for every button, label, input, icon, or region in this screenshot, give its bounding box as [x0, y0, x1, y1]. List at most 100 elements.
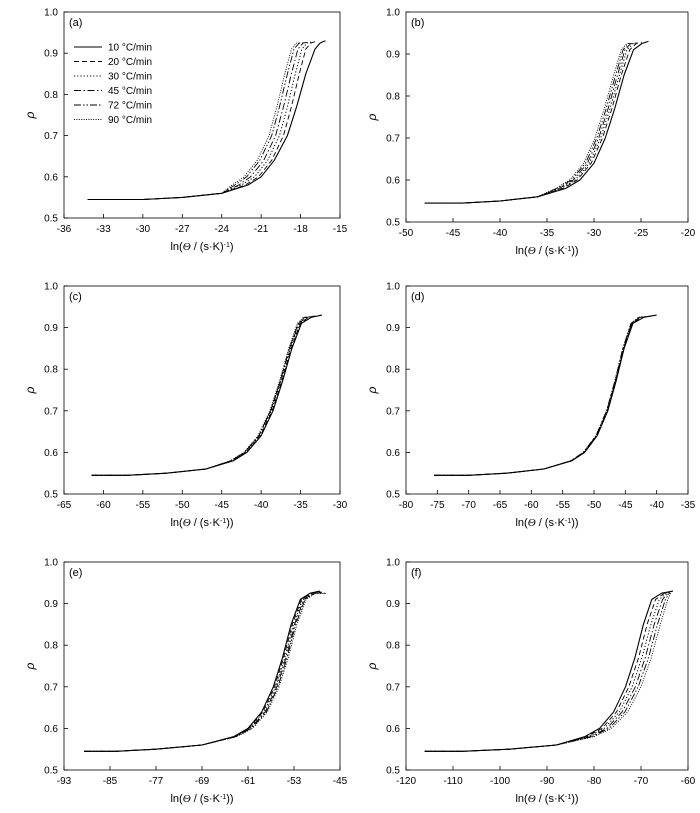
x-tick-label: -20	[681, 228, 696, 239]
y-tick-label: 1.0	[44, 8, 58, 19]
x-axis-title-part: ln(	[170, 241, 183, 253]
y-tick-label: 0.9	[44, 323, 58, 334]
x-tick-label: -45	[618, 500, 633, 511]
series-line-6	[91, 316, 307, 476]
legend-label: 72 °C/min	[108, 101, 152, 112]
x-axis-title-part: Θ	[528, 517, 536, 529]
series-line-1	[91, 314, 323, 476]
y-tick-label: 0.5	[44, 490, 58, 501]
x-axis-title-part: -1	[565, 246, 571, 253]
x-axis-title: ln(Θ / (s·K-1))	[515, 517, 578, 529]
panel-c: -65 -60 -55 -50 -45 -40 -35 -30 0.5 0.6 0.7 0.8 0.9 1…	[23, 282, 348, 530]
series-line-6	[424, 592, 672, 752]
panel-label: (a)	[69, 17, 82, 29]
x-tick-label: -70	[634, 776, 649, 787]
x-tick-label: -80	[587, 776, 602, 787]
y-axis-title: ρ	[365, 662, 379, 670]
panel-label: (b)	[411, 17, 424, 29]
series-line-2	[91, 315, 315, 476]
y-tick-label: 0.7	[386, 682, 400, 693]
series-line-3	[424, 42, 639, 204]
y-tick-label: 1.0	[44, 282, 58, 293]
x-tick-label: -85	[103, 776, 118, 787]
y-tick-label: 0.5	[386, 490, 400, 501]
x-tick-label: -25	[634, 228, 649, 239]
y-tick-label: 0.9	[44, 599, 58, 610]
series-line-5	[434, 316, 646, 476]
series-line-6	[434, 316, 645, 476]
x-axis-title-part: ))	[226, 793, 233, 805]
x-tick-label: -40	[493, 228, 508, 239]
x-tick-label: -35	[681, 500, 696, 511]
x-tick-label: -100	[490, 776, 510, 787]
panel-a: -36 -33 -30 -27 -24 -21 -18 -15 0.5 0.6 0.7 0.8 0.9 1…	[23, 8, 348, 254]
series-line-4	[84, 592, 324, 752]
x-tick-label: -69	[195, 776, 210, 787]
y-tick-label: 0.9	[386, 323, 400, 334]
y-tick-label: 0.5	[44, 214, 58, 225]
x-axis-title-part: ln(	[170, 517, 183, 529]
series-line-1	[424, 40, 649, 204]
x-tick-label: -60	[681, 776, 696, 787]
x-axis-title-part: / (s·K)	[191, 241, 224, 253]
y-tick-label: 0.8	[44, 90, 58, 101]
x-tick-label: -40	[649, 500, 664, 511]
x-tick-label: -15	[333, 224, 348, 235]
x-axis-title-part: ln(	[170, 793, 183, 805]
x-axis-title: ln(Θ / (s·K-1))	[515, 245, 578, 257]
y-tick-label: 0.5	[386, 766, 400, 777]
x-tick-label: -110	[443, 776, 463, 787]
x-tick-label: -24	[214, 224, 229, 235]
x-axis-title: ln(Θ / (s·K-1))	[515, 793, 578, 805]
legend-label: 10 °C/min	[108, 43, 152, 54]
series-line-4	[424, 592, 670, 752]
series-line-4	[87, 42, 308, 200]
series-line-5	[87, 42, 304, 200]
x-tick-label: -65	[493, 500, 508, 511]
x-axis-title: ln(Θ / (s·K-1))	[170, 793, 233, 805]
x-tick-label: -30	[136, 224, 151, 235]
series-line-3	[434, 315, 649, 476]
legend-label: 30 °C/min	[108, 72, 152, 83]
series-line-3	[87, 41, 312, 200]
series-line-2	[424, 591, 671, 752]
x-axis-title-part: ))	[571, 517, 578, 529]
y-tick-label: 0.8	[44, 365, 58, 376]
panel-label: (d)	[411, 291, 424, 303]
x-axis-title-part: Θ	[528, 245, 536, 257]
y-tick-label: 0.8	[386, 641, 400, 652]
legend: 10 °C/min 20 °C/min 30 °C/min 45 °C/min 72 °…	[74, 43, 152, 126]
y-tick-label: 0.9	[44, 49, 58, 60]
x-tick-label: -61	[241, 776, 256, 787]
x-axis-title-part: / (s·K	[536, 517, 566, 529]
x-tick-label: -33	[96, 224, 111, 235]
series-line-2	[84, 591, 322, 752]
y-axis-title: ρ	[365, 386, 379, 394]
x-axis-title-part: -1	[565, 518, 571, 525]
series-line-6	[84, 592, 327, 752]
x-axis-title: ln(Θ / (s·K)-1)	[170, 241, 233, 253]
x-tick-label: -77	[149, 776, 164, 787]
y-tick-label: 1.0	[386, 282, 400, 293]
x-tick-label: -65	[57, 500, 72, 511]
y-tick-label: 0.5	[386, 218, 400, 229]
x-tick-label: -35	[293, 500, 308, 511]
y-axis-title: ρ	[23, 662, 37, 670]
series-line-1	[424, 590, 674, 752]
x-tick-label: -75	[430, 500, 445, 511]
series-line-3	[84, 591, 323, 752]
x-tick-label: -45	[214, 500, 229, 511]
series-line-1	[84, 590, 321, 752]
x-tick-label: -50	[587, 500, 602, 511]
x-axis-title-part: -1	[220, 518, 226, 525]
y-tick-label: 0.6	[386, 724, 400, 735]
x-tick-label: -36	[57, 224, 72, 235]
series-line-3	[91, 315, 313, 476]
y-tick-label: 0.6	[386, 448, 400, 459]
y-tick-label: 0.8	[386, 365, 400, 376]
x-tick-label: -60	[96, 500, 111, 511]
x-axis-title-part: -1	[220, 794, 226, 801]
panel-f: -120 -110 -100 -90 -80 -70 -60 0.5 0.6 0.7 0.8 0.9 1…	[365, 558, 696, 806]
x-tick-label: -55	[136, 500, 151, 511]
legend-label: 20 °C/min	[108, 57, 152, 68]
